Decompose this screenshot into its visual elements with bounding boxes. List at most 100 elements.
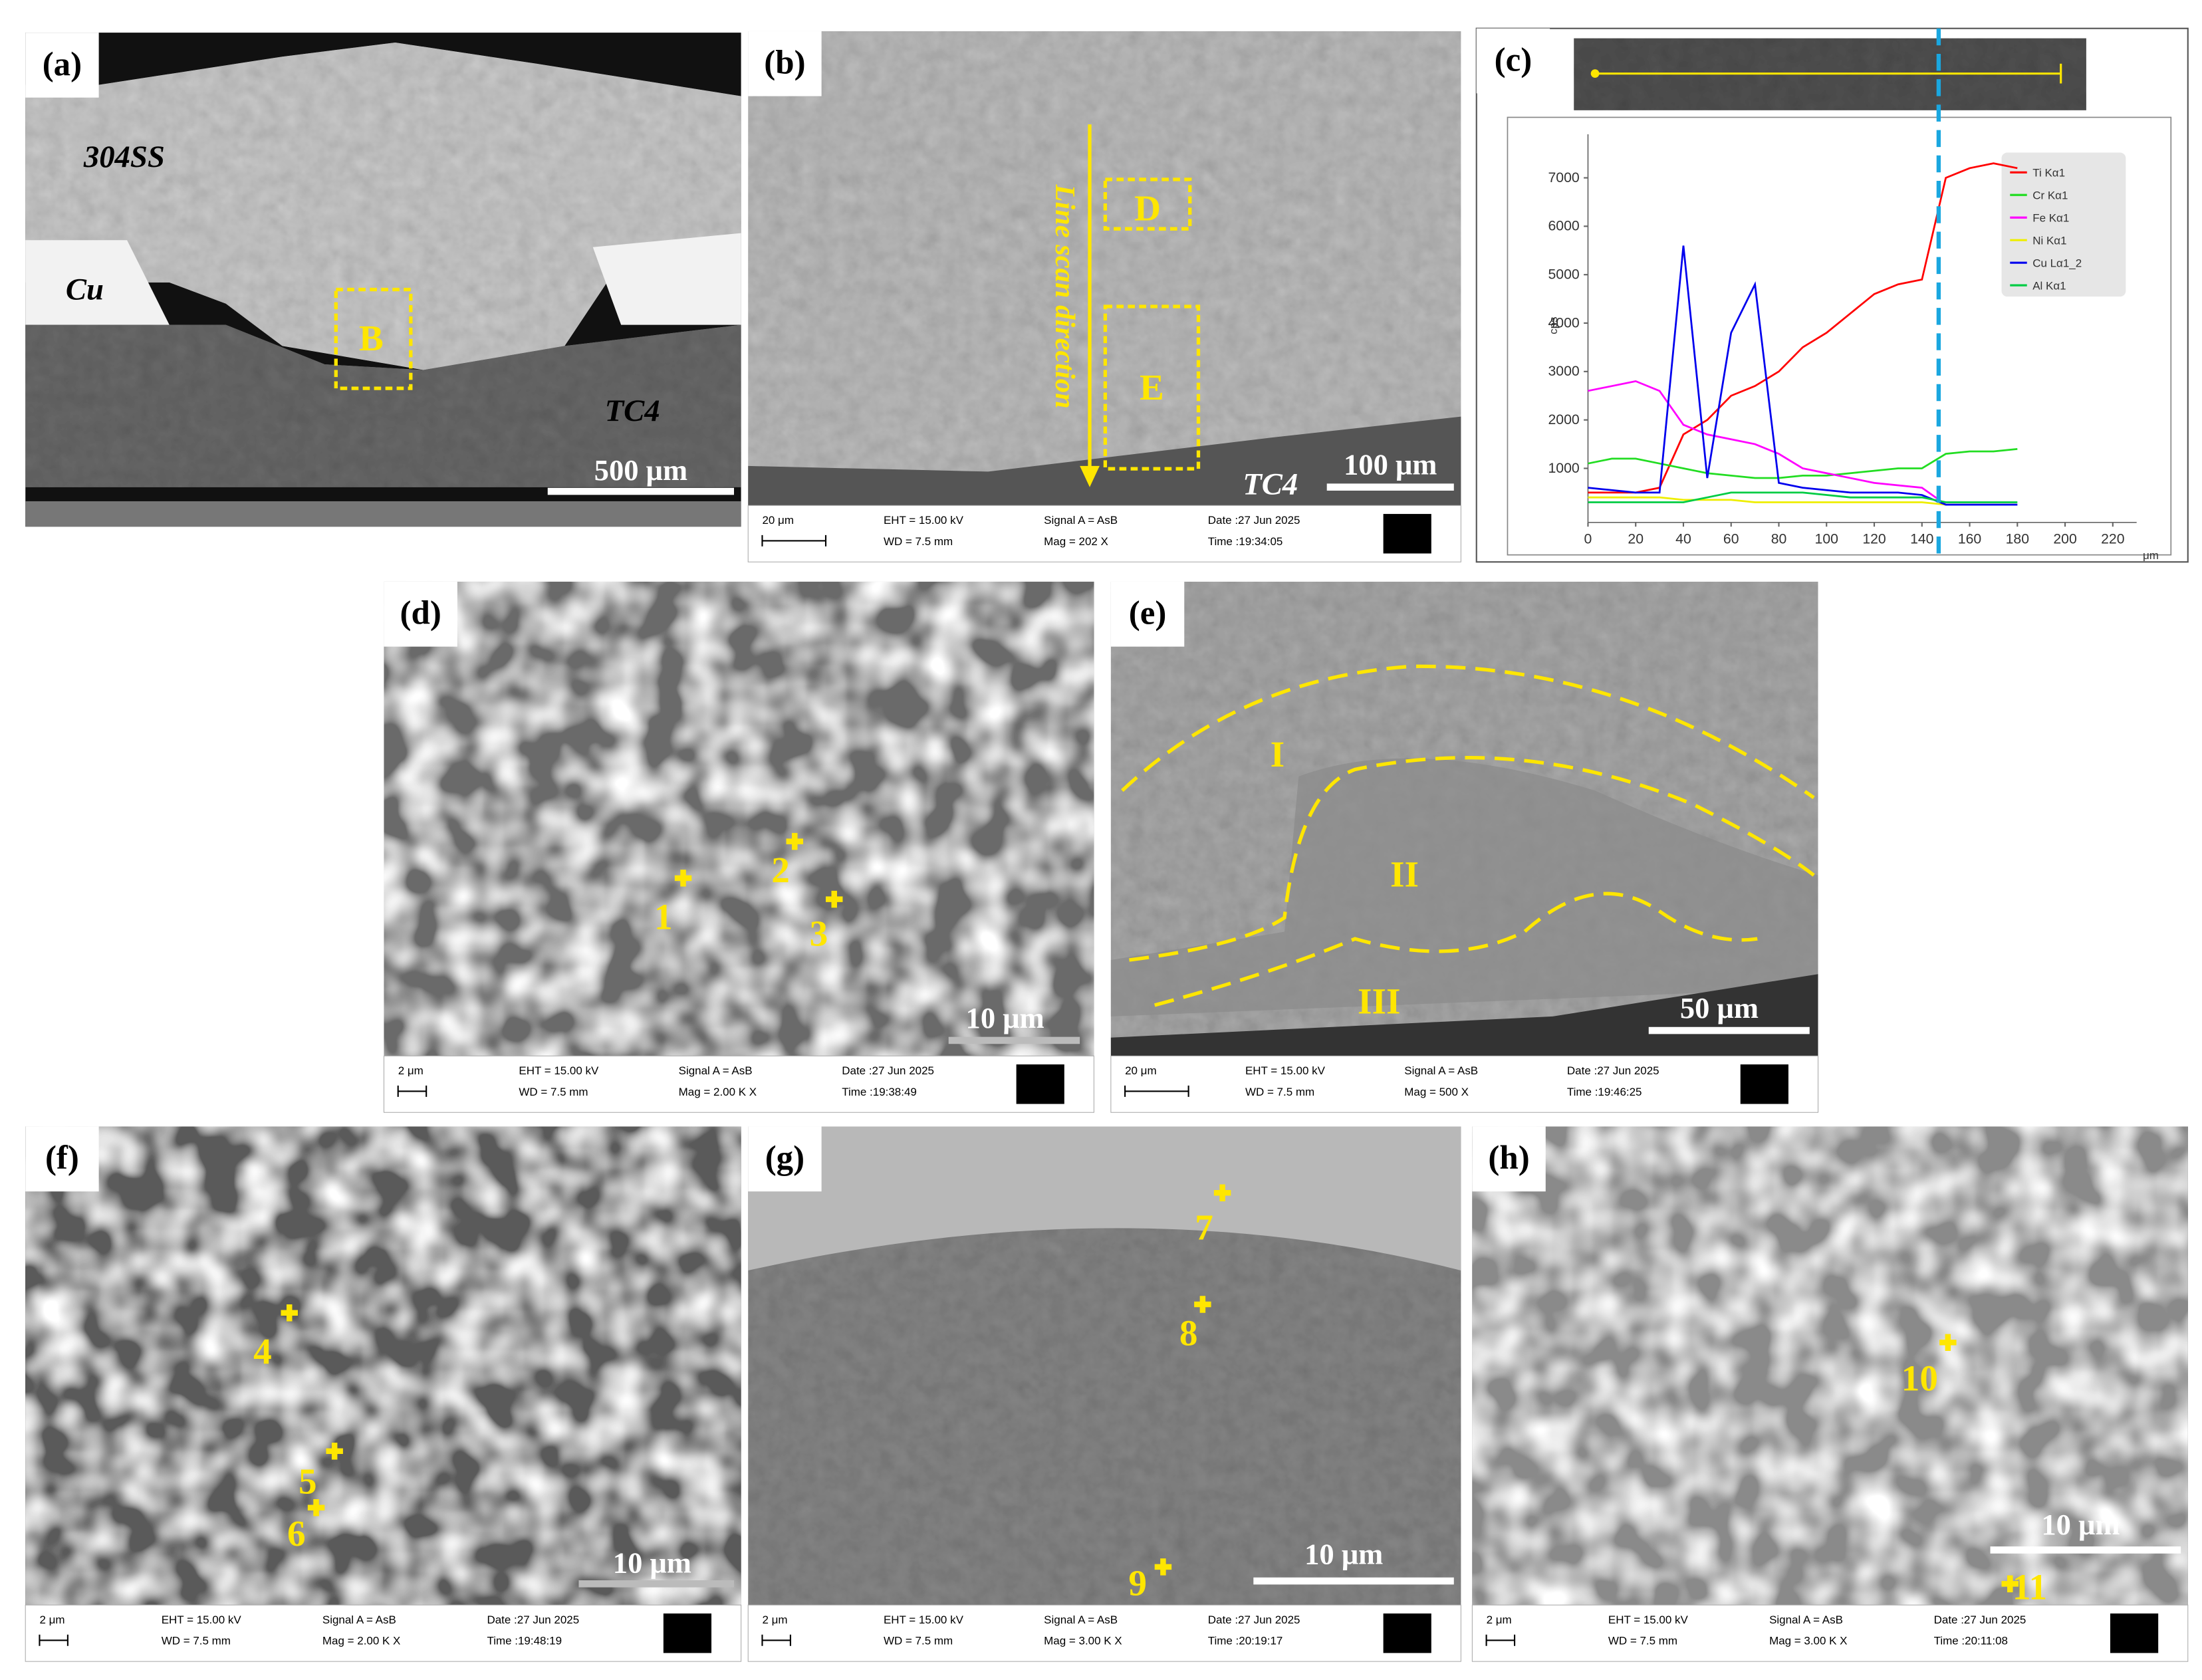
logo: ZEISS [673,1631,701,1641]
panel-b [748,31,1461,506]
annotation: Cu [66,272,104,306]
panel-label: (h) [1488,1140,1529,1177]
scale-bar-label: 500 μm [594,453,687,487]
info-text: Mag = 3.00 K X [1769,1635,1847,1647]
logo: ZEISS [1026,1082,1054,1092]
scan-direction: Line scan direction [1049,183,1080,408]
image-texture [25,1126,741,1606]
label-box [25,33,99,98]
panel-e [1110,581,1818,1056]
annotation: 1 [654,896,673,937]
x-tick-label: 20 [1628,532,1644,547]
label-box [1110,581,1185,647]
logo: ZEISS [2120,1631,2149,1641]
image-region [25,233,741,325]
image-region [748,1126,1461,1271]
info-bar [25,1604,742,1662]
info-bar [383,1055,1094,1113]
panel-f [25,1126,741,1606]
info-text: WD = 7.5 mm [884,1635,953,1647]
panel-c [1475,27,2189,563]
info-text: Signal A = AsB [1044,514,1118,527]
annotation: 7 [1195,1207,1213,1247]
panel-label: (a) [43,46,82,83]
scan-start [1590,69,1600,78]
annotation: III [1358,981,1400,1022]
x-tick-label: 40 [1675,532,1691,547]
info-scale [1124,1085,1189,1097]
info-bar [1110,1055,1819,1113]
info-text: Date :27 Jun 2025 [1208,514,1300,527]
annotation: D [1134,187,1161,228]
annotation: 4 [253,1331,272,1372]
info-text: Mag = 3.00 K X [1044,1635,1122,1647]
annotation: TC4 [605,394,660,428]
info-text: WD = 7.5 mm [162,1635,231,1647]
series-line [1588,447,2018,479]
panel-a [25,33,741,527]
info-text: 20 μm [762,514,794,527]
image-region [25,501,741,527]
image-texture [1472,1126,2188,1606]
panel-label: (e) [1129,595,1167,632]
panel-g [748,1126,1461,1606]
annotation: E [1140,367,1164,408]
info-text: Date :27 Jun 2025 [842,1064,934,1077]
info-text: 2 μm [398,1064,424,1077]
x-tick-label: 0 [1584,532,1592,547]
x-tick-label: 60 [1723,532,1739,547]
series-line [1588,491,2018,503]
info-text: Time :20:11:08 [1934,1635,2008,1647]
info-text: Signal A = AsB [1404,1064,1478,1077]
x-tick-label: 160 [1958,532,1981,547]
x-tick-label: 80 [1771,532,1787,547]
annotation: 9 [1128,1562,1147,1603]
x-axis-label: μm [2143,549,2159,562]
y-tick-label: 4000 [1548,315,1580,330]
label-box [25,1126,99,1192]
info-bar [1471,1604,2189,1662]
logo-box [1740,1064,1788,1104]
info-bar [747,1604,1461,1662]
annotation: TC4 [1243,467,1298,501]
info-text: Date :27 Jun 2025 [1208,1614,1300,1626]
annotation: 6 [287,1513,306,1554]
y-tick-label: 5000 [1548,267,1580,283]
info-text: Mag = 2.00 K X [322,1635,400,1647]
x-tick-label: 140 [1910,532,1933,547]
info-scale [761,1634,791,1646]
annotation: 304SS [83,140,165,174]
info-text: Time :19:48:19 [487,1635,562,1647]
annotation: II [1390,854,1419,895]
region-box [334,287,413,390]
info-text: Time :19:46:25 [1567,1086,1642,1098]
label-box [1476,28,1550,94]
image-region [25,42,741,370]
legend-label: Ti Kα1 [2032,167,2065,180]
logo: ZEISS [1393,1631,1421,1641]
info-text: WD = 7.5 mm [884,535,953,548]
scale-bar-label: 10 μm [613,1546,691,1579]
region-box [1103,178,1192,231]
annotation: 10 [1901,1358,1938,1399]
info-text: EHT = 15.00 kV [162,1614,242,1626]
x-tick-label: 220 [2101,532,2124,547]
logo-box [1383,514,1431,554]
info-text: 2 μm [39,1614,64,1626]
scale-bar-label: 10 μm [1304,1538,1383,1571]
info-text: EHT = 15.00 kV [884,1614,964,1626]
logo-box [663,1613,712,1653]
info-text: EHT = 15.00 kV [1245,1064,1326,1077]
y-tick-label: 7000 [1548,170,1580,185]
label-box [748,1126,822,1192]
info-text: Time :20:19:17 [1208,1635,1283,1647]
annotation: 2 [771,850,790,890]
info-scale [397,1085,428,1097]
series-line [1588,245,2018,506]
panel-label: (g) [765,1140,804,1177]
info-text: 2 μm [1487,1614,1512,1626]
info-text: EHT = 15.00 kV [519,1064,599,1077]
x-tick-label: 180 [2006,532,2029,547]
